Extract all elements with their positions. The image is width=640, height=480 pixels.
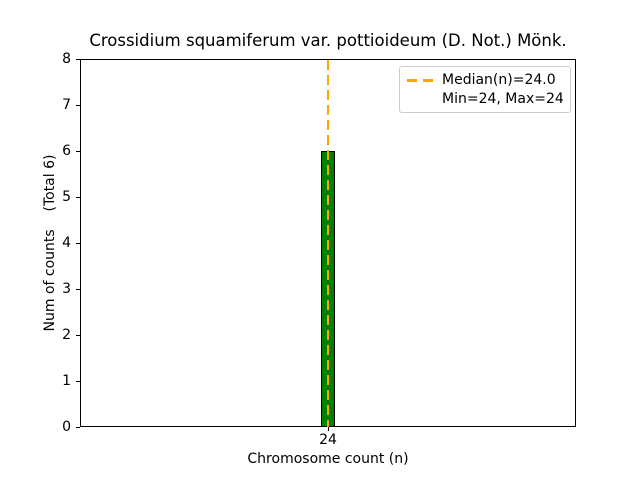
y-tick-label: 8 (62, 51, 71, 67)
legend: Median(n)=24.0 Min=24, Max=24 (399, 66, 571, 113)
median-line (327, 60, 329, 427)
y-tick-mark (76, 150, 80, 152)
dashed-line-icon (407, 78, 434, 82)
y-tick-mark (76, 242, 80, 244)
y-tick-label: 4 (62, 235, 71, 251)
y-tick-label: 2 (62, 327, 71, 343)
legend-entry-median: Median(n)=24.0 (407, 71, 563, 90)
x-tick-label: 24 (319, 432, 337, 448)
y-tick-mark (76, 334, 80, 336)
y-tick-mark (76, 426, 80, 428)
legend-label: Median(n)=24.0 (442, 72, 556, 89)
y-tick-label: 0 (62, 419, 71, 435)
y-tick-mark (76, 104, 80, 106)
y-tick-label: 3 (62, 281, 71, 297)
y-tick-label: 6 (62, 143, 71, 159)
y-tick-mark (76, 58, 80, 60)
y-tick-label: 5 (62, 189, 71, 205)
legend-entry-minmax: Min=24, Max=24 (407, 90, 564, 109)
x-tick-mark (327, 427, 329, 431)
legend-label: Min=24, Max=24 (442, 90, 564, 107)
x-axis-label: Chromosome count (n) (247, 451, 409, 467)
y-tick-mark (76, 196, 80, 198)
chart-title: Crossidium squamiferum var. pottioideum … (89, 31, 567, 50)
y-tick-mark (76, 288, 80, 290)
y-tick-label: 1 (62, 373, 71, 389)
y-tick-mark (76, 380, 80, 382)
y-axis-label: Num of counts (Total 6) (42, 154, 58, 332)
legend-spacer (407, 97, 434, 100)
y-tick-label: 7 (62, 97, 71, 113)
